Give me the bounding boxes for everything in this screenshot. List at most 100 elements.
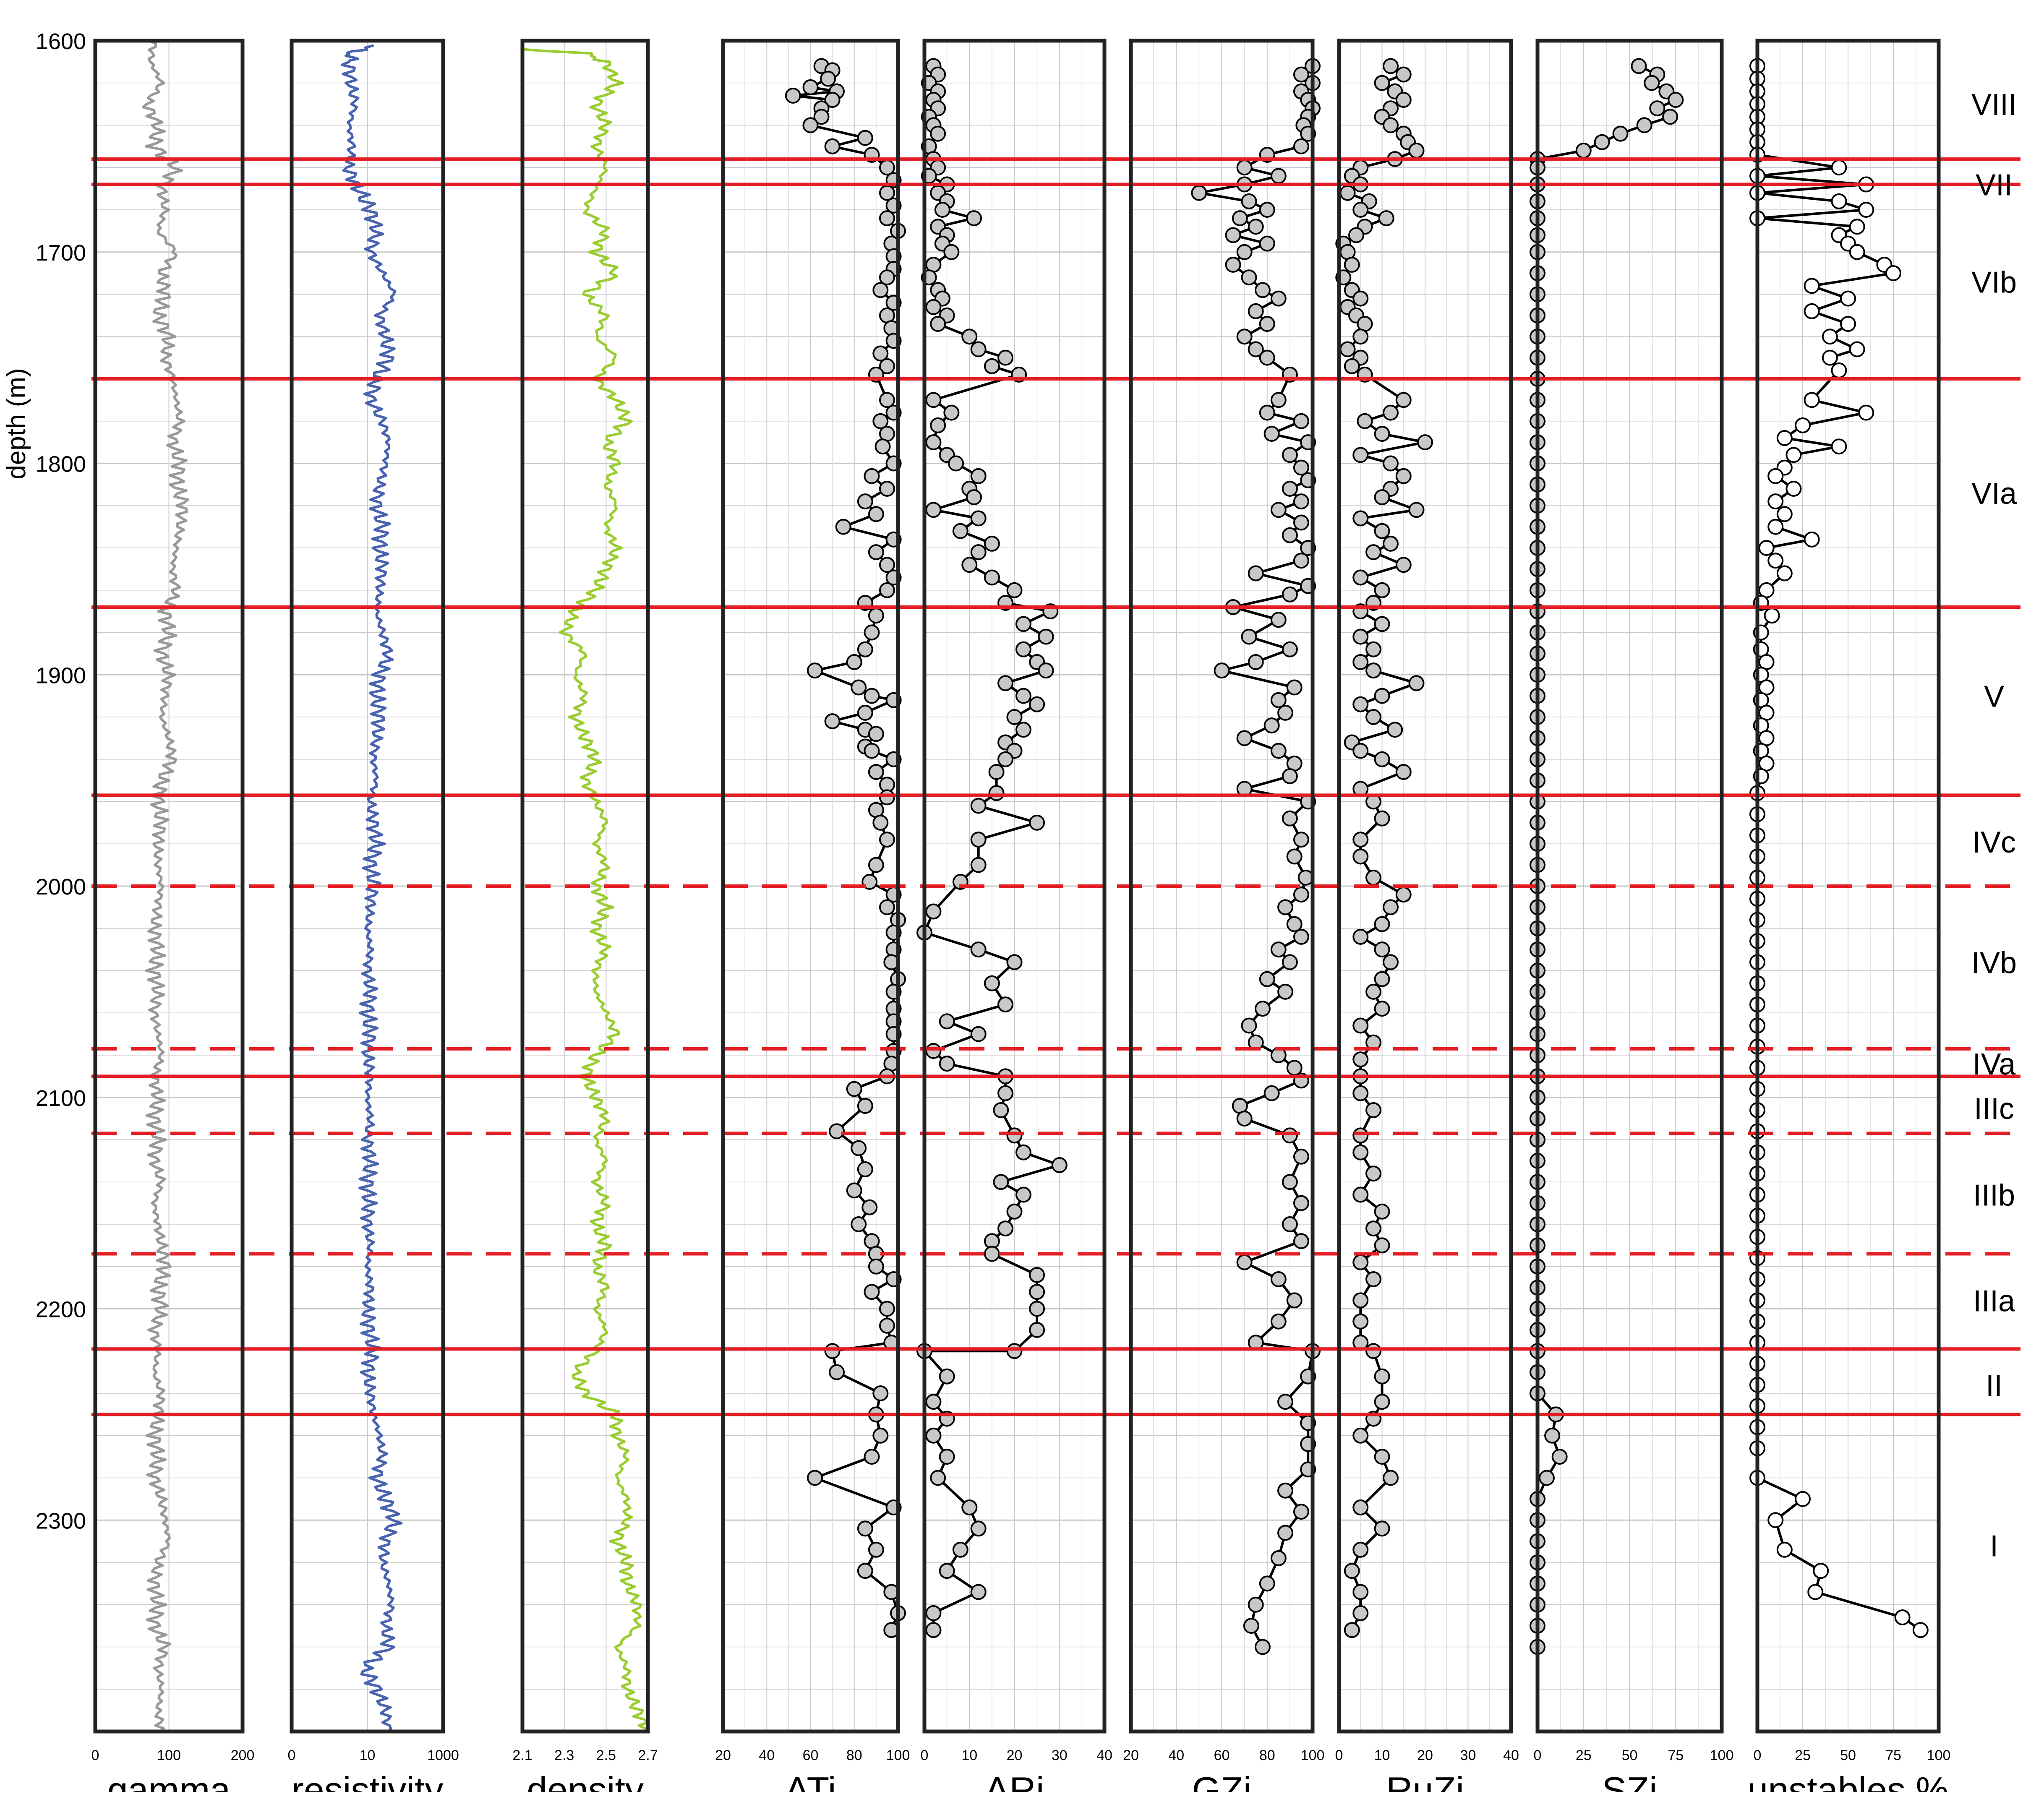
ATi-point bbox=[851, 1140, 867, 1156]
ARi-point bbox=[1029, 1267, 1045, 1283]
unstables-point bbox=[1804, 303, 1820, 319]
ATi-point bbox=[785, 87, 801, 104]
ATi-point bbox=[868, 857, 884, 873]
GZi-tick-label: 100 bbox=[1301, 1747, 1325, 1763]
ARi-point bbox=[925, 299, 942, 315]
RuZi-point bbox=[1339, 341, 1356, 357]
ARi-tick-label: 20 bbox=[1007, 1747, 1023, 1763]
ATi-point bbox=[868, 1258, 884, 1275]
GZi-point bbox=[1270, 1313, 1287, 1330]
RuZi-point bbox=[1374, 916, 1390, 932]
GZi-point bbox=[1293, 138, 1309, 154]
ARi-point bbox=[1006, 709, 1023, 725]
unit-label: VII bbox=[1976, 169, 2013, 202]
unit-label: I bbox=[1990, 1530, 1998, 1563]
RuZi-point bbox=[1383, 58, 1399, 74]
SZi-point bbox=[1649, 100, 1665, 117]
gamma-label: gamma bbox=[107, 1769, 230, 1792]
RuZi-point bbox=[1374, 1520, 1390, 1537]
SZi-label: SZi bbox=[1602, 1769, 1658, 1792]
GZi-point bbox=[1254, 282, 1271, 298]
unstables-point bbox=[1822, 329, 1838, 345]
RuZi-tick-label: 40 bbox=[1503, 1747, 1519, 1763]
RuZi-point bbox=[1352, 654, 1369, 670]
GZi-point bbox=[1293, 887, 1309, 903]
ATi-point bbox=[835, 519, 851, 535]
ARi-tick-label: 40 bbox=[1096, 1747, 1112, 1763]
ARi-point bbox=[925, 392, 942, 408]
RuZi-point bbox=[1395, 887, 1412, 903]
unstables-point bbox=[1764, 608, 1780, 624]
ARi-point bbox=[970, 798, 987, 814]
GZi-point bbox=[1293, 1195, 1309, 1211]
ARi-point bbox=[952, 1541, 968, 1558]
GZi-point bbox=[1241, 628, 1257, 645]
unit-label: IIIb bbox=[1973, 1179, 2015, 1212]
RuZi-point bbox=[1374, 582, 1390, 598]
GZi-point bbox=[1241, 269, 1257, 286]
RuZi-point bbox=[1374, 1449, 1390, 1465]
GZi-point bbox=[1270, 502, 1287, 518]
ARi-point bbox=[966, 210, 982, 227]
SZi-point bbox=[1662, 109, 1679, 125]
y-tick-label: 2100 bbox=[36, 1086, 86, 1111]
ATi-point bbox=[868, 506, 884, 522]
RuZi-point bbox=[1352, 848, 1369, 865]
RuZi-point bbox=[1352, 329, 1369, 345]
unstables-point bbox=[1776, 430, 1793, 446]
ATi-point bbox=[857, 1520, 873, 1537]
unstables-point bbox=[1786, 447, 1802, 463]
ARi-point bbox=[997, 751, 1014, 767]
ARi-tick-label: 10 bbox=[961, 1747, 977, 1763]
GZi-label: GZi bbox=[1192, 1769, 1252, 1792]
ATi-point bbox=[857, 641, 873, 657]
RuZi-point bbox=[1395, 66, 1412, 83]
ARi-point bbox=[1038, 628, 1054, 645]
RuZi-point bbox=[1374, 751, 1390, 767]
unstables-point bbox=[1795, 1491, 1811, 1507]
GZi-point bbox=[1270, 1550, 1287, 1566]
ATi-point bbox=[857, 1098, 873, 1114]
frame-layer bbox=[93, 39, 1941, 1734]
ARi-point bbox=[1015, 688, 1031, 704]
resistivity-trace bbox=[341, 44, 403, 1732]
ARi-point bbox=[930, 125, 946, 142]
GZi-tick-label: 40 bbox=[1168, 1747, 1184, 1763]
unstables-point bbox=[1776, 1541, 1793, 1558]
SZi-tick-label: 25 bbox=[1576, 1747, 1592, 1763]
ARi-point bbox=[930, 417, 946, 433]
ARi-point bbox=[943, 404, 960, 421]
y-axis-label: depth (m) bbox=[2, 368, 31, 479]
RuZi-point bbox=[1365, 1220, 1381, 1237]
ARi-point bbox=[970, 941, 987, 958]
ATi-point bbox=[872, 1385, 889, 1401]
RuZi-point bbox=[1383, 455, 1399, 472]
unstables-label: unstables % bbox=[1747, 1769, 1948, 1792]
RuZi-point bbox=[1352, 832, 1369, 848]
GZi-tick-label: 60 bbox=[1214, 1747, 1230, 1763]
RuZi-point bbox=[1352, 1017, 1369, 1034]
GZi-point bbox=[1286, 1292, 1303, 1309]
unstables-point bbox=[1804, 278, 1820, 294]
GZi-point bbox=[1277, 1394, 1294, 1410]
unstables-point bbox=[1786, 480, 1802, 497]
unstables-point bbox=[1849, 244, 1865, 260]
density-frame bbox=[520, 39, 650, 1734]
ATi-point bbox=[872, 1427, 889, 1444]
ARi-label: ARi bbox=[985, 1769, 1044, 1792]
ATi-point bbox=[807, 1470, 823, 1486]
density-tick-label: 2.7 bbox=[638, 1747, 658, 1763]
unstables-point bbox=[1804, 392, 1820, 408]
GZi-point bbox=[1293, 1148, 1309, 1165]
ARi-point bbox=[970, 341, 987, 357]
GZi-point bbox=[1282, 480, 1298, 497]
GZi-point bbox=[1282, 447, 1298, 463]
RuZi-point bbox=[1365, 641, 1381, 657]
ATi-point bbox=[829, 1364, 845, 1380]
GZi-tick-label: 20 bbox=[1123, 1747, 1139, 1763]
unit-label: IVb bbox=[1971, 946, 2017, 980]
density-tick-label: 2.3 bbox=[554, 1747, 574, 1763]
